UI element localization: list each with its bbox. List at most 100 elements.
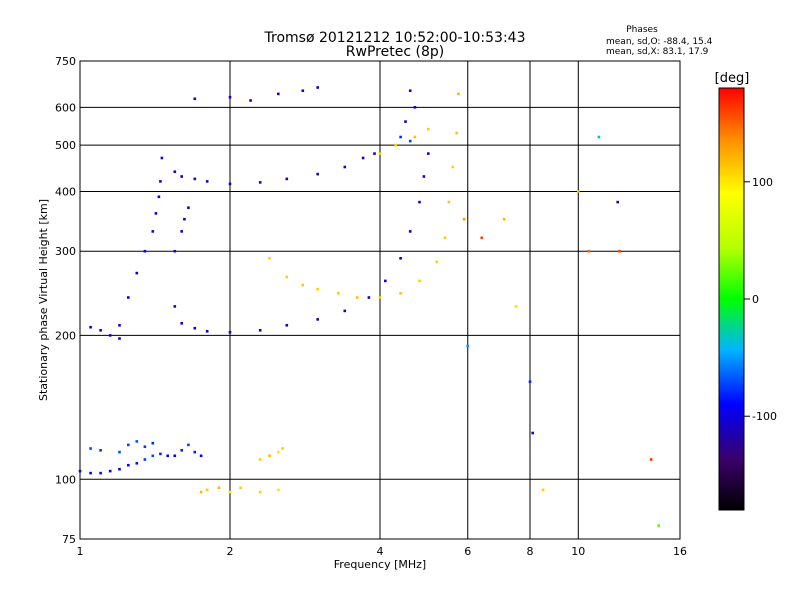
data-point [159, 452, 162, 456]
y-tick-label: 200 [55, 329, 76, 342]
data-point [301, 283, 305, 287]
x-tick-label: 8 [527, 545, 534, 558]
data-point [285, 324, 289, 327]
y-tick-label: 500 [55, 139, 76, 152]
data-point [427, 152, 430, 155]
grid-lines [80, 61, 680, 539]
data-point [199, 454, 203, 458]
data-point [151, 230, 155, 233]
data-point [316, 86, 319, 89]
data-point [143, 458, 147, 461]
colorbar-tick-label: -100 [752, 410, 777, 423]
data-point [99, 449, 102, 452]
data-point [258, 181, 262, 184]
data-point [108, 469, 112, 473]
data-point [217, 486, 221, 490]
x-tick-label: 4 [377, 545, 384, 558]
data-point [187, 443, 190, 447]
data-point [183, 217, 186, 221]
chart-title: Tromsø 20121212 10:52:00-10:53:43 [264, 30, 526, 46]
y-tick-label: 300 [55, 245, 76, 258]
data-point [118, 467, 121, 471]
data-points [78, 86, 660, 527]
data-point [180, 322, 183, 325]
data-point [528, 380, 532, 383]
data-point [531, 431, 534, 435]
data-point [587, 249, 591, 253]
data-point [239, 486, 242, 490]
data-point [361, 156, 365, 160]
y-tick-label: 400 [55, 185, 76, 198]
data-point [413, 135, 417, 139]
data-point [205, 330, 209, 333]
data-point [99, 329, 102, 332]
data-point [408, 139, 412, 143]
data-point [89, 447, 92, 450]
data-point [285, 275, 289, 279]
x-tick-label: 10 [571, 545, 585, 558]
data-point [151, 441, 155, 445]
data-point [455, 131, 458, 135]
data-point [249, 99, 252, 102]
data-point [228, 490, 232, 494]
data-point [285, 177, 289, 181]
data-point [418, 200, 421, 204]
y-axis-ticks: 75 100 200 300 400 500 600 750 [55, 55, 76, 546]
x-axis-label: Frequency [MHz] [334, 558, 426, 571]
data-point [301, 89, 305, 92]
data-point [277, 488, 280, 492]
data-point [408, 89, 412, 92]
data-point [135, 440, 139, 443]
colorbar [718, 87, 745, 511]
x-axis-ticks: 1 2 4 6 8 10 16 [77, 545, 688, 558]
data-point [89, 325, 92, 329]
data-point [480, 236, 483, 240]
x-tick-label: 6 [464, 545, 471, 558]
data-point [258, 329, 262, 332]
data-point [577, 190, 580, 193]
data-point [427, 127, 430, 131]
data-point [316, 172, 319, 176]
data-point [316, 287, 319, 291]
data-point [173, 170, 177, 173]
data-point [199, 490, 203, 494]
data-point [281, 447, 284, 450]
colorbar-tick-label: 0 [752, 293, 759, 306]
data-point [316, 318, 319, 321]
data-point [99, 471, 102, 475]
data-point [413, 106, 417, 109]
data-point [462, 217, 466, 221]
data-point [127, 296, 130, 299]
data-point [205, 180, 209, 183]
data-point [618, 249, 621, 253]
data-point [193, 450, 197, 454]
data-point [228, 331, 232, 334]
stats-line-x: mean, sd,X: 83.1, 17.9 [606, 47, 709, 57]
x-tick-label: 1 [77, 545, 84, 558]
data-point [118, 337, 121, 340]
data-point [159, 180, 162, 183]
y-axis-label: Stationary phase Virtual Height [km] [37, 199, 50, 401]
data-point [135, 462, 139, 465]
colorbar-label: [deg] [715, 71, 750, 86]
data-point [399, 135, 402, 139]
data-point [443, 236, 447, 240]
data-point [108, 334, 112, 337]
data-point [157, 195, 161, 199]
data-point [418, 279, 421, 283]
data-point [187, 206, 190, 209]
data-point [378, 152, 382, 155]
data-point [435, 260, 439, 264]
data-point [151, 454, 155, 458]
data-point [367, 296, 371, 299]
data-point [404, 120, 407, 123]
data-point [78, 469, 82, 473]
data-point [343, 165, 347, 169]
data-point [166, 454, 169, 458]
data-point [399, 292, 402, 295]
x-tick-label: 2 [227, 545, 234, 558]
data-point [277, 92, 280, 96]
data-point [143, 445, 147, 448]
data-point [514, 305, 518, 308]
data-point [173, 249, 177, 253]
